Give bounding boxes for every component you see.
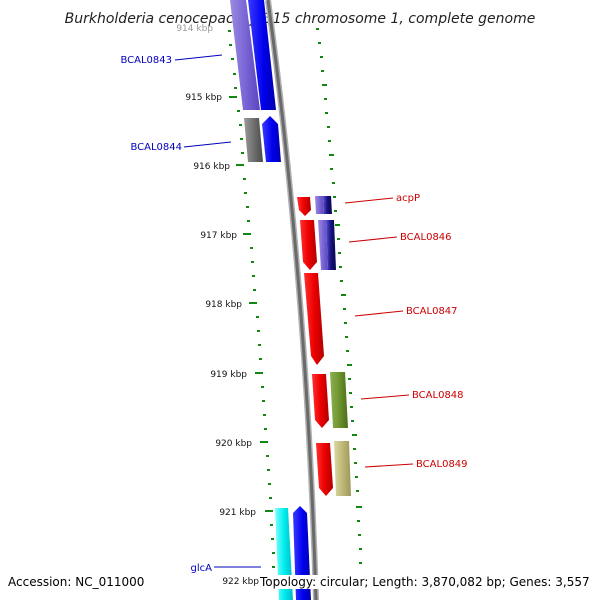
gene-bcal0843-block[interactable]: [230, 0, 260, 110]
scale-label: 917 kbp: [200, 231, 237, 241]
gene-bcal0847-arrow[interactable]: [304, 273, 324, 365]
gene-bcal0849-block[interactable]: [334, 441, 351, 496]
scale-label: 920 kbp: [215, 439, 252, 449]
gene-bcal0846-block[interactable]: [318, 220, 328, 270]
leader-line: [348, 236, 398, 243]
gene-bcal0849-arrow[interactable]: [316, 443, 333, 496]
gene-label-bcal0849[interactable]: BCAL0849: [416, 459, 468, 470]
scale-label: 919 kbp: [210, 370, 247, 380]
genome-meta-label: Topology: circular; Length: 3,870,082 bp…: [260, 575, 590, 589]
genome-backbone-core: [266, 0, 318, 600]
leader-line: [344, 197, 394, 204]
gene-bcal0846-block-dark[interactable]: [326, 220, 336, 270]
leader-line: [354, 310, 404, 317]
gene-label-bcal0843[interactable]: BCAL0843: [120, 55, 172, 66]
gene-label-glca[interactable]: glcA: [191, 563, 213, 574]
scale-label: 916 kbp: [193, 162, 230, 172]
gene-bcal0848-arrow[interactable]: [312, 374, 329, 428]
gene-bcal0844-block[interactable]: [244, 118, 263, 162]
leader-line: [364, 463, 414, 468]
scale-label: 914 kbp: [176, 24, 213, 34]
leader-line: [174, 54, 223, 61]
right-tick-ring: [316, 28, 362, 564]
gene-blue-arrow-lower[interactable]: [262, 116, 281, 162]
left-tick-ring: [228, 30, 275, 568]
gene-acpp-block[interactable]: [315, 196, 324, 214]
scale-label: 921 kbp: [219, 508, 256, 518]
gene-label-bcal0846[interactable]: BCAL0846: [400, 232, 452, 243]
gene-label-acpp[interactable]: acpP: [396, 193, 420, 204]
scale-label: 922 kbp: [222, 577, 259, 587]
map-title: Burkholderia cenocepacia J2315 chromosom…: [65, 11, 536, 27]
right-gene-labels: acpP BCAL0846 BCAL0847 BCAL0848 BCAL0849: [344, 193, 468, 470]
gene-bcal0848-block[interactable]: [330, 372, 348, 428]
scale-label: 918 kbp: [205, 300, 242, 310]
gene-label-bcal0844[interactable]: BCAL0844: [130, 142, 182, 153]
gene-label-bcal0848[interactable]: BCAL0848: [412, 390, 464, 401]
accession-label: Accession: NC_011000: [8, 575, 145, 589]
left-gene-labels: BCAL0843 BCAL0844 glcA: [120, 54, 261, 574]
gene-blue-arrow-upper[interactable]: [248, 0, 276, 110]
leader-line: [183, 141, 232, 148]
gene-acpp-block-dark[interactable]: [323, 196, 332, 214]
scale-labels: 914 kbp 915 kbp 916 kbp 917 kbp 918 kbp …: [176, 24, 259, 587]
gene-label-bcal0847[interactable]: BCAL0847: [406, 306, 458, 317]
leader-line: [360, 394, 410, 400]
scale-label: 915 kbp: [185, 93, 222, 103]
right-gene-track: [297, 196, 351, 496]
gene-bcal0846-arrow[interactable]: [300, 220, 317, 270]
gene-acpp-arrow[interactable]: [297, 197, 311, 216]
